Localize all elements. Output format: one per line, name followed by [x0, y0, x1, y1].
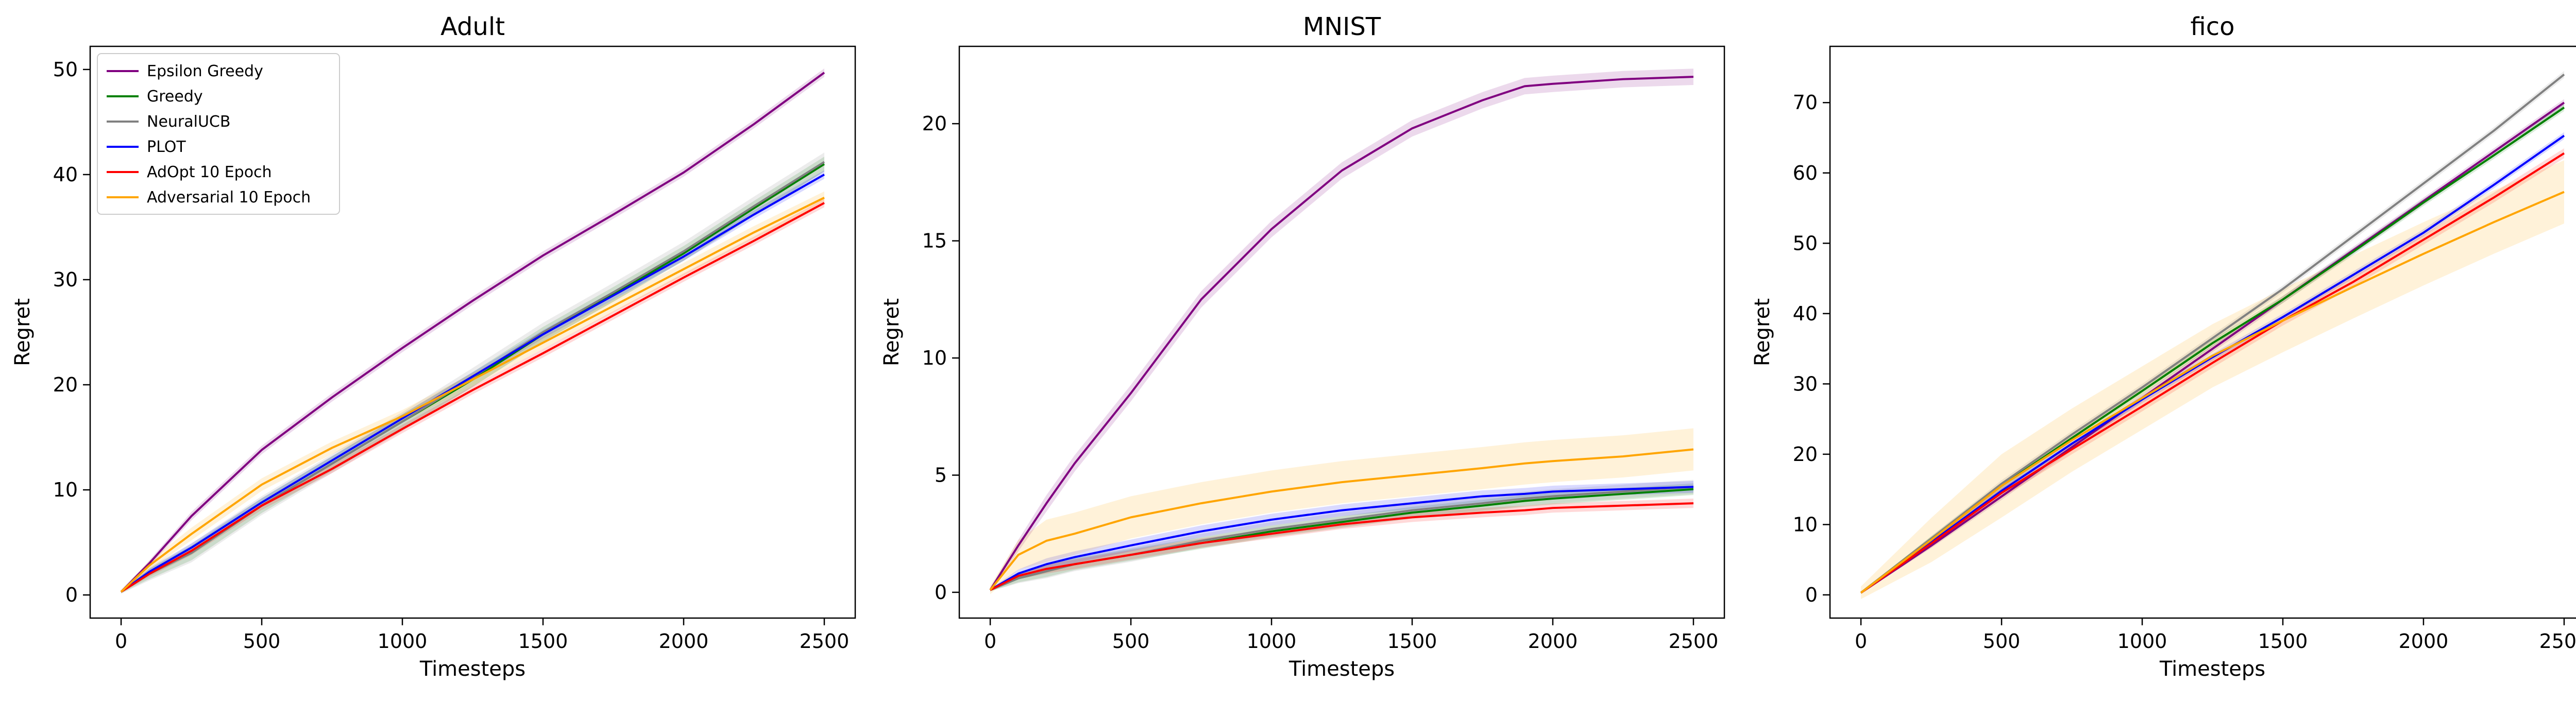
legend: Epsilon Greedy Greedy NeuralUCB PLOT AdOpt 1…	[97, 53, 340, 215]
line-epsilon-greedy	[989, 76, 1694, 591]
x-tick-label: 500	[1112, 630, 1150, 653]
x-tick-label: 500	[243, 630, 281, 653]
band-adversarial-10-epoch	[990, 428, 1693, 594]
line-epsilon-greedy	[1860, 101, 2565, 594]
x-tick-label: 0	[1855, 630, 1867, 653]
x-tick-label: 2500	[800, 630, 850, 653]
band-epsilon-greedy	[121, 68, 824, 593]
axes-frame	[1829, 45, 2576, 619]
x-tick-label: 1000	[1247, 630, 1297, 653]
band-adopt-10-epoch	[990, 498, 1693, 591]
x-tick-label: 2000	[1528, 630, 1578, 653]
legend-label-epsilon-greedy: Epsilon Greedy	[147, 62, 263, 80]
y-tick-label: 30	[1793, 372, 1818, 395]
y-tick-label: 15	[922, 230, 947, 252]
panel-title: MNIST	[1303, 12, 1381, 41]
y-axis-label: Regret	[1751, 298, 1774, 366]
line-adversarial-10-epoch	[1860, 191, 2565, 594]
y-axis-label: Regret	[11, 298, 35, 366]
y-tick-label: 0	[1805, 584, 1818, 606]
line-epsilon-greedy	[120, 72, 825, 593]
legend-label-adopt-10-epoch: AdOpt 10 Epoch	[147, 163, 272, 181]
y-tick-label: 40	[1793, 302, 1818, 325]
line-neuralucb	[990, 486, 1694, 591]
line-plot	[990, 486, 1694, 591]
band-neuralucb	[121, 152, 824, 594]
x-axis-label: Timesteps	[419, 657, 526, 681]
x-tick-label: 2500	[1669, 630, 1719, 653]
x-tick-label: 1000	[2117, 630, 2167, 653]
legend-box	[97, 53, 340, 215]
line-adversarial-10-epoch	[989, 448, 1694, 591]
y-axis-label: Regret	[880, 298, 904, 366]
x-axis-label: Timesteps	[1289, 657, 1395, 681]
axes-frame	[958, 45, 1725, 619]
panel-fico: 0 500 1000 1500 2000 2500 0 10 20 30 40 50 60 70 fico T…	[1751, 12, 2576, 681]
axes-frame	[89, 45, 856, 619]
y-tick-label: 20	[1793, 443, 1818, 466]
x-axis-label: Timesteps	[2159, 657, 2265, 681]
x-tick-label: 500	[1983, 630, 2021, 653]
panels: 0 500 1000 1500 2000 250001020304050AdultTime…	[11, 12, 2576, 681]
y-tick-label: 0	[935, 581, 947, 604]
band-adversarial-10-epoch	[121, 191, 824, 593]
y-tick-label: 30	[53, 268, 78, 291]
y-tick-label: 60	[1793, 162, 1818, 184]
line-plot	[1860, 134, 2565, 594]
line-adversarial-10-epoch	[120, 197, 825, 593]
y-tick-label: 0	[65, 584, 78, 606]
x-tick-label: 1000	[378, 630, 428, 653]
y-tick-label: 10	[1793, 513, 1818, 536]
x-tick-label: 1500	[2258, 630, 2308, 653]
x-tick-label: 2000	[2399, 630, 2449, 653]
y-tick-label: 10	[53, 478, 78, 501]
x-tick-label: 0	[115, 630, 127, 653]
x-tick-label: 0	[984, 630, 996, 653]
band-epsilon-greedy	[990, 69, 1693, 592]
line-neuralucb	[120, 161, 825, 593]
legend-label-plot: PLOT	[147, 138, 186, 156]
y-tick-label: 10	[922, 347, 947, 369]
legend-label-adversarial-10-epoch: Adversarial 10 Epoch	[147, 189, 311, 207]
y-tick-label: 70	[1793, 91, 1818, 114]
x-tick-label: 1500	[518, 630, 568, 653]
panel-title: fico	[2191, 12, 2235, 41]
panel-title: Adult	[440, 12, 505, 41]
y-tick-label: 20	[922, 112, 947, 135]
x-tick-label: 2500	[2539, 630, 2576, 653]
line-adopt-10-epoch	[120, 202, 825, 593]
band-epsilon-greedy	[1861, 99, 2564, 594]
line-adopt-10-epoch	[1860, 152, 2565, 594]
legend-label-neuralucb: NeuralUCB	[147, 113, 230, 131]
panel-adult: 0 500 1000 1500 2000 2500 0 10 20 30 40 50 Adult Time…	[11, 12, 856, 681]
line-adopt-10-epoch	[990, 502, 1694, 591]
y-tick-label: 40	[53, 163, 78, 186]
panel-mnist: 0 500 1000 1500 2000 2500 0 5 10 15 20 MNIST Timeste…	[880, 12, 1725, 681]
y-tick-label: 20	[53, 373, 78, 396]
y-tick-label: 5	[935, 464, 947, 487]
line-neuralucb	[1860, 74, 2565, 594]
x-tick-label: 2000	[659, 630, 709, 653]
y-tick-label: 50	[1793, 232, 1818, 254]
y-tick-label: 50	[53, 58, 78, 81]
x-tick-label: 1500	[1387, 630, 1437, 653]
legend-label-greedy: Greedy	[147, 88, 203, 106]
